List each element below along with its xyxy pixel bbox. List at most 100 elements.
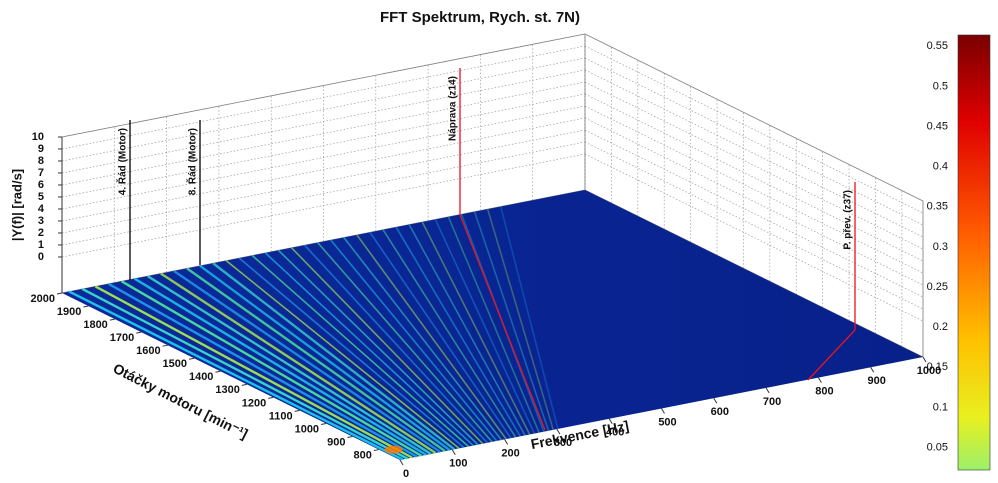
grid-line xyxy=(584,57,924,226)
y-tick xyxy=(347,436,353,439)
spectrum-streak xyxy=(473,211,550,432)
spectrum-streak xyxy=(395,226,521,437)
colorbar xyxy=(957,34,991,471)
grid-line xyxy=(61,105,586,210)
y-tick xyxy=(241,383,247,386)
spectrum-streak xyxy=(107,282,418,458)
spectrum-streak xyxy=(486,208,555,431)
x-tick xyxy=(556,428,561,435)
z-tick-label: 10 xyxy=(32,131,44,143)
x-tick xyxy=(451,449,456,455)
x-tick-label: 500 xyxy=(658,416,676,428)
z-tick-label: 4 xyxy=(38,203,45,215)
y-tick xyxy=(162,344,168,347)
y-tick xyxy=(83,305,89,308)
spectrum-streak xyxy=(264,252,474,447)
y-tick-label: 1300 xyxy=(215,384,239,396)
spectrum-streak xyxy=(212,262,456,451)
spectrum-streak xyxy=(408,224,526,436)
x-tick-label: 0 xyxy=(403,468,409,480)
colorbar-tick-label: 0.45 xyxy=(927,120,948,132)
y-tick-label: 1600 xyxy=(136,345,160,357)
x-tick xyxy=(399,459,404,466)
spectrum-streak xyxy=(356,234,507,440)
grid-line xyxy=(61,153,586,258)
y-tick xyxy=(136,331,142,334)
annotation-label: 8. Řád (Motor) xyxy=(186,128,199,195)
colorbar-tick-label: 0.2 xyxy=(933,321,948,333)
x-tick xyxy=(661,408,665,414)
x-tick-label: 800 xyxy=(815,386,833,398)
x-tick xyxy=(713,397,718,404)
y-tick-label: 1400 xyxy=(189,371,213,383)
z-tick-label: 6 xyxy=(38,179,44,191)
colorbar-tick-label: 0.05 xyxy=(927,441,948,453)
chart-title: FFT Spektrum, Rych. st. 7N) xyxy=(380,9,580,26)
annotations: 4. Řád (Motor) 8. Řád (Motor) Náprava (z14… xyxy=(116,68,856,431)
z-tick-label: 7 xyxy=(38,167,44,179)
spectrum-streak xyxy=(382,229,517,438)
z-tick-label: 2 xyxy=(38,227,44,239)
x-tick-label: 100 xyxy=(449,458,467,470)
colorbar-tick-label: 0.1 xyxy=(933,401,948,413)
colorbar-tick-label: 0.25 xyxy=(927,281,948,293)
y-tick xyxy=(109,318,115,321)
y-tick xyxy=(188,357,195,360)
grid-line xyxy=(584,45,924,214)
z-tick-label: 5 xyxy=(38,191,44,203)
annotation-line xyxy=(807,329,856,381)
annotation-label: P. přev. (z37) xyxy=(843,190,854,250)
grid-line xyxy=(61,117,586,222)
spectrum-streak xyxy=(290,247,484,445)
x-tick-label: 900 xyxy=(868,375,886,387)
y-tick-label: 1200 xyxy=(242,397,266,409)
x-tick xyxy=(608,418,613,425)
colorbar-tick-label: 0.15 xyxy=(927,361,948,373)
annotation-line xyxy=(459,214,546,431)
spectrum-streak xyxy=(304,244,488,444)
z-tick-label: 1 xyxy=(38,239,44,251)
spectrum-surface xyxy=(62,190,923,460)
grid-line xyxy=(61,141,586,246)
spectrum-streak xyxy=(317,242,493,443)
spectrum-streak xyxy=(225,260,460,449)
y-tick-label: 1500 xyxy=(163,358,187,370)
colorbar-tick-label: 0.35 xyxy=(927,201,948,213)
surface xyxy=(62,190,923,461)
colorbar-tick-label: 0.3 xyxy=(933,241,948,253)
grid-line xyxy=(61,129,586,234)
spectrum-streak xyxy=(369,231,512,439)
z-tick-label: 0 xyxy=(38,251,44,263)
spectrum-streak xyxy=(120,280,423,457)
y-tick xyxy=(320,422,327,425)
x-tick-label: 700 xyxy=(763,396,781,408)
spectrum-streak xyxy=(499,206,559,430)
grid-line xyxy=(61,45,586,150)
spectrum-streak xyxy=(68,290,404,461)
grid xyxy=(61,33,924,358)
spectrum-streak xyxy=(277,249,479,446)
x-tick xyxy=(504,439,509,445)
annotation-label: Náprava (z14) xyxy=(448,76,459,141)
x-tick xyxy=(765,387,770,394)
y-tick-label: 1700 xyxy=(110,332,134,344)
y-tick xyxy=(373,449,379,452)
z-axis-label: |Y(f)| [rad/s] xyxy=(9,169,24,241)
z-tick-label: 3 xyxy=(38,215,44,227)
x-tick-label: 400 xyxy=(606,427,624,439)
spectrum-streak xyxy=(160,272,437,455)
grid-line xyxy=(61,93,586,198)
x-tick xyxy=(870,367,875,373)
grid-line xyxy=(61,69,586,174)
grid-line xyxy=(61,33,586,138)
spectrum-streak xyxy=(447,216,540,433)
spectrum-streak xyxy=(421,221,531,435)
colorbar-tick-label: 0.4 xyxy=(933,161,948,173)
z-tick-label: 9 xyxy=(38,143,44,155)
grid-line xyxy=(584,69,924,238)
y-tick-label: 1100 xyxy=(269,410,293,422)
y-tick-label: 1000 xyxy=(295,423,319,435)
y-tick-label: 1800 xyxy=(83,319,107,331)
y-tick xyxy=(294,409,300,412)
